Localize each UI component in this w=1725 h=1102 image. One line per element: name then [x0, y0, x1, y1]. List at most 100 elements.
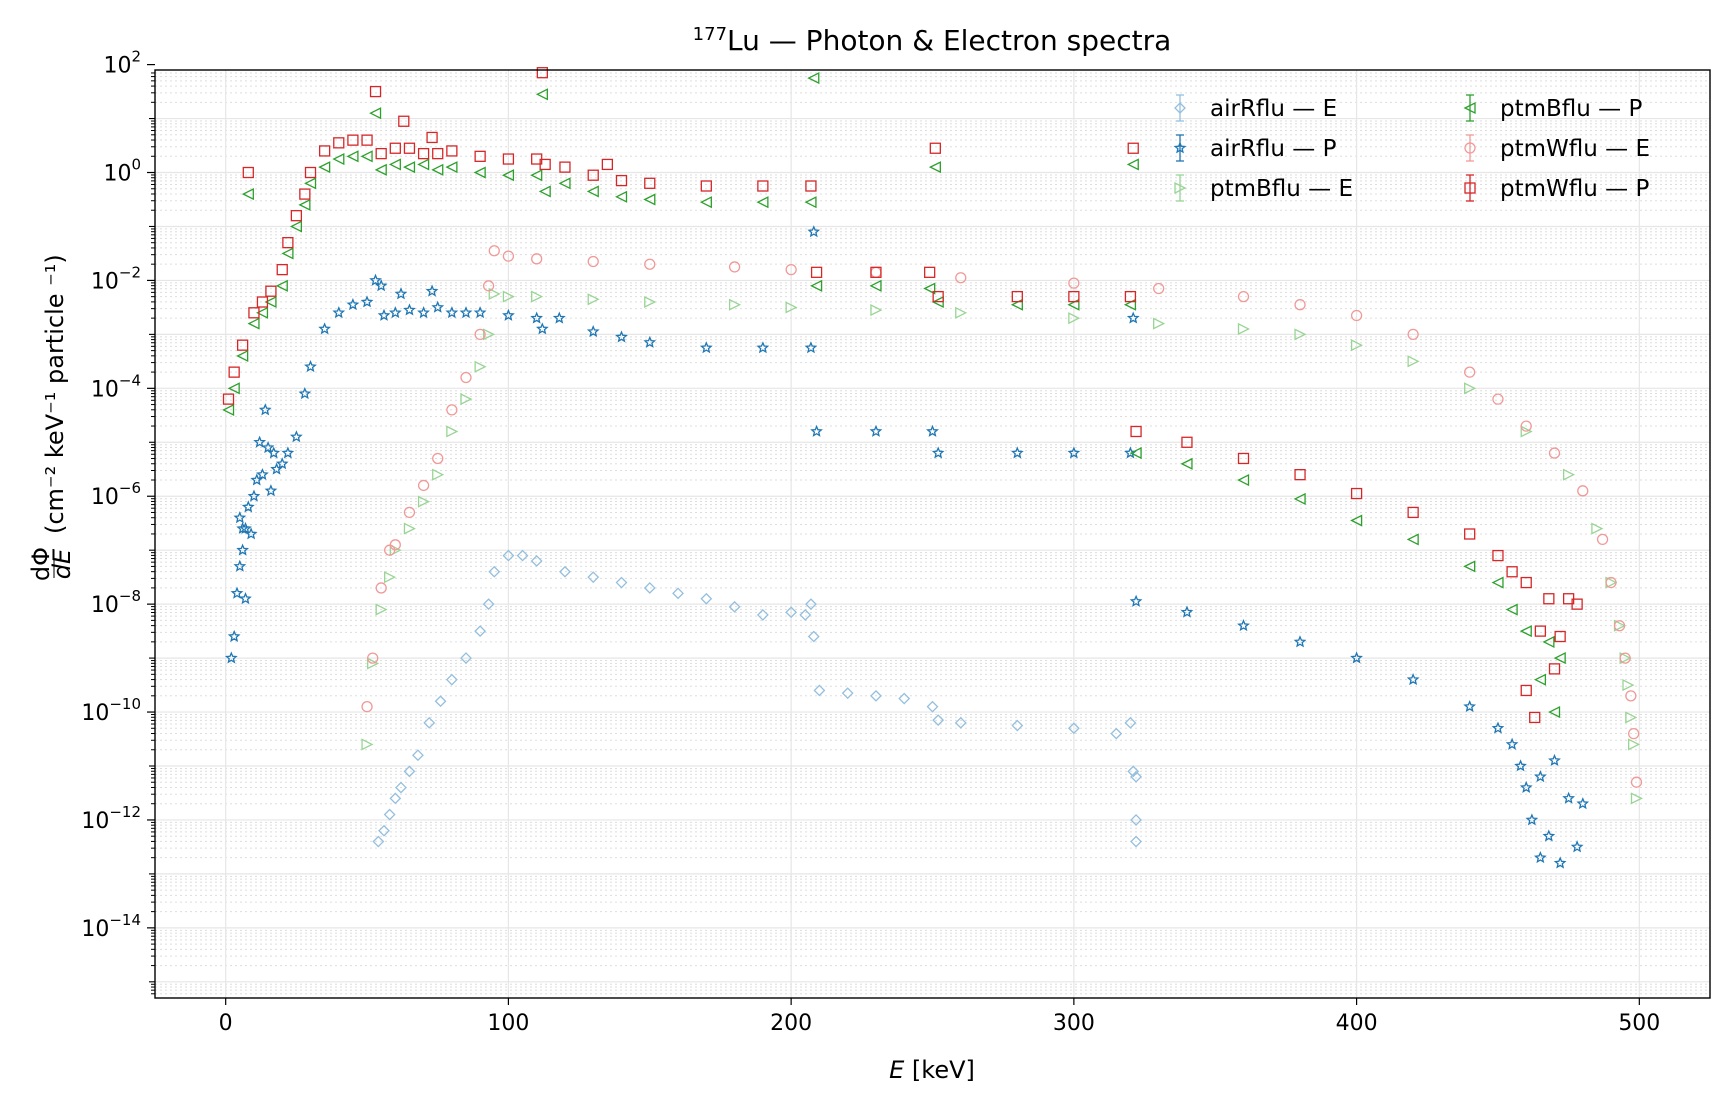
data-point — [417, 306, 430, 319]
data-point — [1533, 673, 1547, 686]
data-point — [1350, 339, 1364, 352]
data-point — [1067, 446, 1081, 459]
data-point — [810, 424, 823, 437]
data-point — [1129, 594, 1143, 607]
data-point — [615, 330, 628, 343]
data-point — [1491, 721, 1505, 734]
data-point — [261, 440, 275, 454]
data-point — [932, 290, 944, 303]
series-0 — [372, 549, 1142, 848]
data-point — [502, 250, 515, 262]
data-point — [700, 180, 712, 192]
data-point — [530, 311, 544, 324]
data-point — [482, 280, 495, 292]
x-axis-title: E [keV] — [889, 1056, 975, 1084]
series-5 — [222, 67, 1583, 724]
data-point — [1506, 566, 1518, 578]
data-point — [1464, 366, 1476, 378]
data-point — [728, 600, 741, 613]
data-point — [432, 452, 444, 465]
data-point — [1520, 576, 1532, 589]
data-point — [267, 446, 281, 459]
data-point — [1542, 635, 1555, 648]
data-point — [369, 273, 382, 286]
data-point — [813, 684, 826, 697]
data-point — [1492, 393, 1504, 405]
data-point — [1350, 651, 1363, 664]
data-point — [870, 689, 882, 702]
data-point — [1520, 420, 1532, 432]
data-point — [474, 328, 486, 341]
data-point — [538, 185, 551, 198]
data-point — [383, 808, 396, 821]
data-point — [412, 749, 424, 762]
data-point — [699, 196, 712, 209]
data-point — [403, 765, 416, 778]
data-point — [1562, 791, 1576, 804]
data-point — [559, 161, 571, 173]
data-point — [360, 150, 373, 163]
data-point — [1294, 328, 1307, 341]
data-point — [258, 403, 272, 416]
data-point — [434, 695, 447, 708]
data-point — [931, 446, 945, 459]
data-point — [239, 521, 252, 534]
data-point — [398, 115, 410, 127]
data-point — [281, 247, 294, 260]
data-point — [587, 255, 599, 268]
data-point — [1127, 765, 1140, 778]
data-point — [318, 322, 332, 335]
data-point — [728, 261, 741, 273]
data-point — [1542, 829, 1556, 842]
data-point — [1519, 625, 1532, 638]
data-point — [460, 371, 472, 384]
data-point — [923, 282, 936, 295]
data-point — [799, 609, 812, 621]
data-point — [253, 435, 267, 448]
data-point — [1130, 835, 1142, 848]
data-point — [586, 324, 600, 338]
data-point — [1596, 533, 1609, 546]
data-point — [1126, 311, 1140, 324]
data-point — [264, 295, 277, 309]
data-point — [403, 506, 416, 519]
data-point — [445, 306, 459, 319]
y-axis-unit: (cm⁻² keV⁻¹ particle ⁻¹) — [41, 254, 69, 534]
data-point — [530, 555, 543, 567]
data-point — [426, 131, 438, 144]
data-point — [501, 169, 515, 182]
data-point — [1463, 700, 1477, 713]
data-point — [1406, 533, 1419, 546]
data-point — [502, 290, 515, 303]
data-point — [1237, 618, 1250, 632]
data-point — [389, 544, 402, 557]
data-point — [369, 107, 382, 120]
data-point — [1294, 299, 1306, 311]
data-point — [756, 609, 769, 621]
data-point — [929, 142, 941, 154]
data-point — [558, 177, 571, 190]
data-point — [346, 297, 360, 311]
data-point — [378, 824, 390, 837]
series-1 — [224, 225, 1590, 869]
data-point — [924, 266, 936, 278]
data-point — [228, 366, 240, 378]
data-point — [804, 341, 818, 354]
data-point — [298, 198, 311, 211]
data-point — [869, 279, 882, 292]
data-point — [289, 430, 303, 443]
data-point — [805, 598, 817, 611]
y-axis-title: dΦ dE (cm⁻² keV⁻¹ particle ⁻¹) — [27, 254, 76, 581]
data-point — [333, 137, 345, 149]
data-point — [298, 387, 312, 400]
data-point — [275, 279, 288, 292]
data-point — [535, 322, 549, 335]
data-point — [587, 293, 600, 306]
y-tick-label: 10−8 — [91, 587, 141, 618]
data-point — [1548, 663, 1561, 675]
data-point — [1237, 473, 1250, 487]
data-point — [757, 180, 769, 192]
chart-title-main: Lu — Photon & Electron spectra — [727, 24, 1171, 57]
y-axis-fraction-numerator: dΦ — [27, 547, 55, 581]
